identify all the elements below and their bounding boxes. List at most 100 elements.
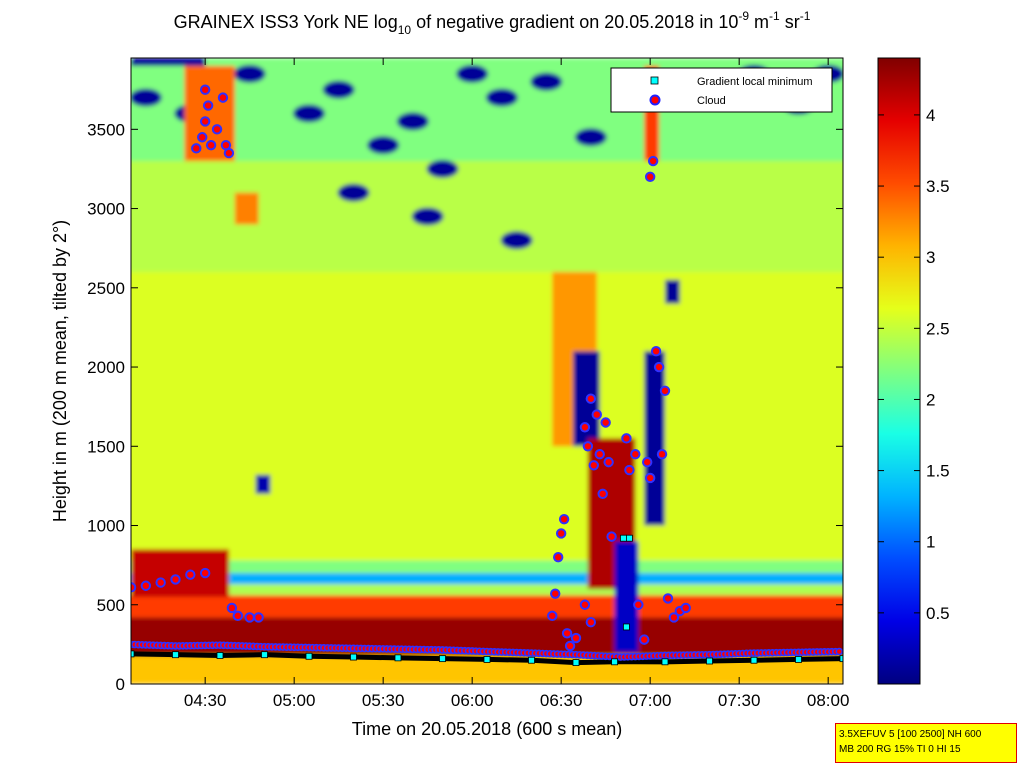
- title-unit2-sup: -1: [769, 9, 780, 23]
- gradient-minimum-marker: [528, 656, 535, 664]
- heatmap-layer: [131, 573, 843, 585]
- cloud-marker: [633, 599, 644, 610]
- cloud-marker: [606, 531, 617, 542]
- clear-air-patch: [456, 64, 489, 83]
- cloud-marker: [185, 569, 196, 580]
- colorbar-ticks: 0.5 1 1.5 2 2.5 3 3.5 4: [878, 106, 950, 623]
- title-middle: of negative gradient on 20.05.2018 in 10: [411, 12, 738, 32]
- gradient-minimum-marker: [626, 534, 633, 542]
- cloud-marker: [244, 612, 255, 623]
- gradient-minimum-marker: [172, 651, 179, 659]
- heatmap-layer: [131, 271, 843, 561]
- cloud-marker: [644, 472, 656, 484]
- colorbar-tick-label: 0.5: [926, 604, 950, 623]
- cloud-marker: [223, 147, 235, 159]
- x-tick-label: 08:00: [807, 691, 850, 710]
- gradient-minimum-marker: [706, 657, 713, 665]
- heatmap-feature: [234, 192, 259, 225]
- cloud-marker: [561, 628, 573, 639]
- x-tick-label: 07:00: [629, 691, 672, 710]
- cloud-marker: [199, 84, 211, 95]
- heatmap-feature: [665, 279, 680, 304]
- title-unit1: m: [749, 12, 769, 32]
- gradient-minimum-marker: [261, 651, 268, 659]
- clear-air-patch: [367, 136, 400, 155]
- title-unit2: sr: [780, 12, 800, 32]
- colorbar-tick-label: 1: [926, 533, 935, 552]
- cloud-marker: [558, 513, 570, 525]
- y-tick-label: 1500: [87, 437, 125, 456]
- y-axis-label: Height in m (200 m mean, tilted by 2°): [50, 220, 70, 522]
- clear-air-patch: [500, 231, 533, 250]
- gradient-minimum-marker: [216, 652, 224, 659]
- cloud-marker: [650, 345, 662, 357]
- cloud-marker: [653, 361, 665, 373]
- gradient-minimum-marker: [750, 656, 758, 664]
- cloud-marker: [199, 116, 211, 127]
- cloud-marker: [197, 132, 208, 143]
- cloud-marker: [835, 647, 843, 656]
- cloud-marker: [191, 143, 202, 154]
- settings-infobox: 3.5XEFUV 5 [100 2500] NH 600 MB 200 RG 1…: [835, 723, 1017, 763]
- gradient-minimum-marker: [350, 653, 357, 661]
- plot-area: 04:30 05:00 05:30 06:00 06:30 07:00 07:30 08:00…: [87, 57, 850, 710]
- clear-air-patch: [233, 64, 266, 83]
- cloud-marker: [639, 634, 650, 645]
- heatmap-layer: [131, 560, 843, 574]
- cloud-marker: [226, 602, 238, 614]
- cloud-marker: [550, 588, 561, 599]
- cloud-marker: [199, 567, 211, 579]
- heatmap-field: [131, 58, 843, 684]
- gradient-minimum-marker: [394, 654, 402, 662]
- cloud-marker: [588, 460, 599, 471]
- heatmap-layer: [131, 584, 843, 596]
- y-tick-label: 3000: [87, 200, 125, 219]
- chart-title: GRAINEX ISS3 York NE log10 of negative g…: [174, 9, 811, 37]
- y-tick-label: 1000: [87, 517, 125, 536]
- cloud-marker: [597, 488, 608, 500]
- colorbar-tick-label: 3.5: [926, 177, 950, 196]
- cloud-marker: [630, 449, 641, 460]
- title-prefix: GRAINEX ISS3 York NE log: [174, 12, 398, 32]
- cloud-marker: [647, 155, 659, 167]
- cloud-marker: [585, 393, 597, 404]
- title-unit3-sup: -1: [800, 9, 811, 23]
- clear-air-patch: [322, 80, 355, 99]
- x-tick-label: 04:30: [184, 691, 227, 710]
- cloud-marker: [205, 139, 217, 151]
- x-axis-label: Time on 20.05.2018 (600 s mean): [352, 719, 623, 739]
- clear-air-patch: [337, 183, 370, 202]
- gradient-minimum-marker: [623, 623, 630, 631]
- gradient-minimum-marker: [483, 656, 491, 663]
- legend-marker-gradient-min: [650, 76, 659, 85]
- legend-label-cloud: Cloud: [697, 95, 726, 107]
- cloud-marker: [211, 124, 223, 135]
- gradient-minimum-marker: [572, 659, 580, 667]
- title-prefix-sub: 10: [398, 23, 412, 37]
- cloud-marker: [253, 612, 264, 623]
- y-tick-label: 2500: [87, 279, 125, 298]
- x-tick-label: 05:30: [362, 691, 405, 710]
- clear-air-patch: [485, 88, 518, 107]
- cloud-marker: [603, 456, 614, 468]
- clear-air-patch: [530, 72, 563, 91]
- gradient-minimum-marker: [795, 656, 802, 663]
- cloud-marker: [555, 528, 567, 539]
- cloud-marker: [644, 171, 656, 183]
- x-tick-label: 07:30: [718, 691, 761, 710]
- title-unit1-sup: -9: [738, 9, 749, 23]
- legend-label-gradient-min: Gradient local minimum: [697, 76, 813, 88]
- heatmap-feature: [131, 58, 206, 66]
- cloud-marker: [600, 417, 611, 428]
- x-axis: 04:30 05:00 05:30 06:00 06:30 07:00 07:30 08:00: [184, 58, 850, 710]
- gradient-minimum-marker: [439, 655, 446, 663]
- colorbar-tick-label: 4: [926, 106, 935, 125]
- cloud-marker: [553, 552, 564, 563]
- cloud-marker: [624, 464, 635, 476]
- y-tick-label: 0: [116, 675, 125, 694]
- cloud-marker: [621, 433, 632, 444]
- infobox-line-1: 3.5XEFUV 5 [100 2500] NH 600: [839, 729, 982, 740]
- colorbar-tick-label: 2: [926, 390, 935, 409]
- cloud-marker: [232, 610, 244, 622]
- cloud-marker: [202, 100, 214, 111]
